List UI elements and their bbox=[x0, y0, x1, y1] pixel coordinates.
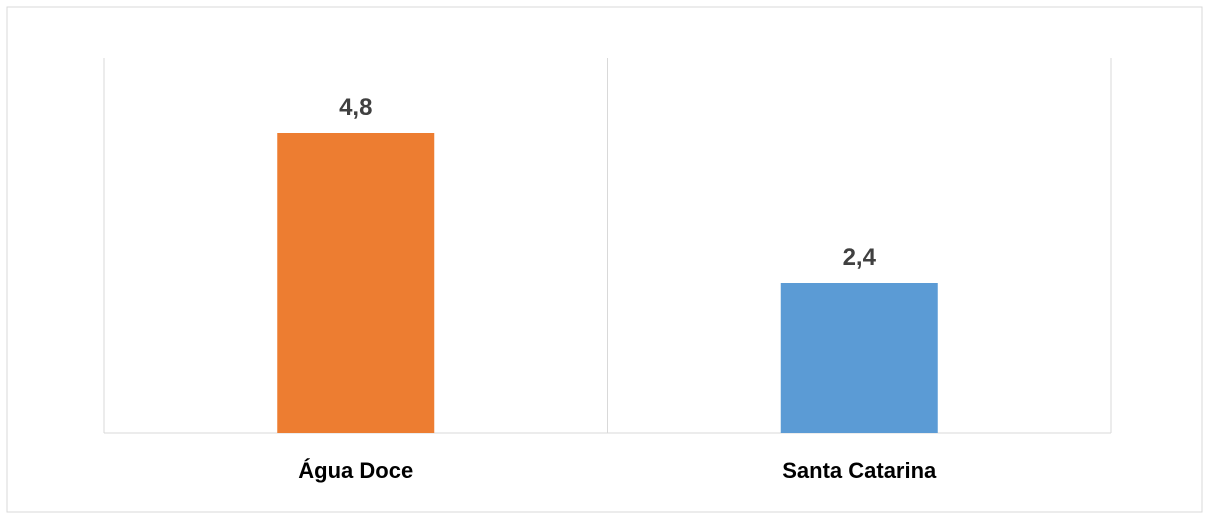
bars bbox=[277, 133, 938, 433]
category-label-1: Santa Catarina bbox=[782, 458, 937, 483]
bar-1 bbox=[780, 283, 938, 433]
data-label-0: 4,8 bbox=[339, 94, 372, 121]
gridlines bbox=[103, 58, 1112, 434]
category-labels: Água Doce Santa Catarina bbox=[298, 458, 937, 483]
bar-0 bbox=[277, 133, 435, 433]
chart-frame bbox=[6, 6, 1203, 513]
data-label-1: 2,4 bbox=[843, 244, 877, 271]
data-labels: 4,8 2,4 bbox=[339, 94, 877, 271]
category-label-0: Água Doce bbox=[298, 458, 413, 483]
